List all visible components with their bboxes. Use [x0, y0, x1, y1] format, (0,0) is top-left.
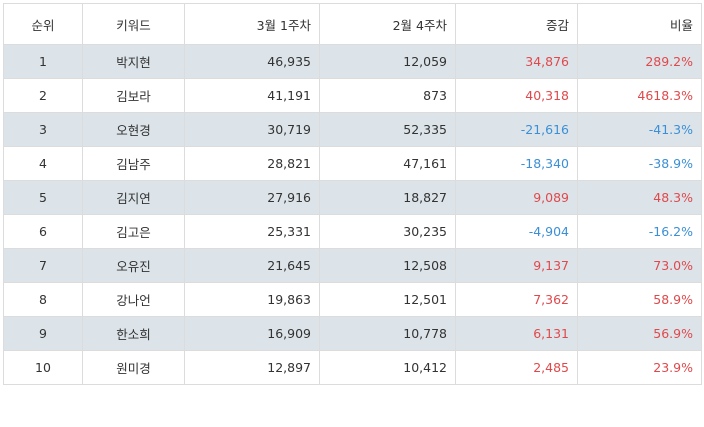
previous-week-cell: 12,059 [319, 44, 456, 79]
header-keyword: 키워드 [82, 3, 185, 45]
header-current-week: 3월 1주차 [184, 3, 320, 45]
ranking-table-container: 순위 키워드 3월 1주차 2월 4주차 증감 비율 1 박지현 46,935 12,… [3, 3, 702, 385]
keyword-cell: 오현경 [82, 112, 185, 147]
keyword-cell: 한소희 [82, 316, 185, 351]
current-week-cell: 19,863 [184, 282, 320, 317]
keyword-cell: 김고은 [82, 214, 185, 249]
previous-week-cell: 12,508 [319, 248, 456, 283]
keyword-cell: 오유진 [82, 248, 185, 283]
keyword-cell: 김보라 [82, 78, 185, 113]
previous-week-cell: 873 [319, 78, 456, 113]
previous-week-cell: 30,235 [319, 214, 456, 249]
current-week-cell: 16,909 [184, 316, 320, 351]
current-week-cell: 41,191 [184, 78, 320, 113]
ratio-cell: 56.9% [577, 316, 702, 351]
change-cell: 40,318 [455, 78, 578, 113]
change-cell: 9,089 [455, 180, 578, 215]
keyword-cell: 김남주 [82, 146, 185, 181]
rank-cell: 3 [3, 112, 83, 147]
ratio-cell: -41.3% [577, 112, 702, 147]
ratio-cell: 48.3% [577, 180, 702, 215]
ratio-cell: 289.2% [577, 44, 702, 79]
change-cell: -21,616 [455, 112, 578, 147]
current-week-cell: 28,821 [184, 146, 320, 181]
table-row: 6 김고은 25,331 30,235 -4,904 -16.2% [3, 214, 702, 249]
rank-cell: 8 [3, 282, 83, 317]
ratio-cell: 58.9% [577, 282, 702, 317]
header-previous-week: 2월 4주차 [319, 3, 456, 45]
table-row: 5 김지연 27,916 18,827 9,089 48.3% [3, 180, 702, 215]
rank-cell: 9 [3, 316, 83, 351]
previous-week-cell: 52,335 [319, 112, 456, 147]
table-row: 8 강나언 19,863 12,501 7,362 58.9% [3, 282, 702, 317]
rank-cell: 10 [3, 350, 83, 385]
keyword-cell: 강나언 [82, 282, 185, 317]
table-body: 1 박지현 46,935 12,059 34,876 289.2% 2 김보라 41,191 87… [3, 44, 702, 385]
table-row: 1 박지현 46,935 12,059 34,876 289.2% [3, 44, 702, 79]
ratio-cell: 4618.3% [577, 78, 702, 113]
current-week-cell: 30,719 [184, 112, 320, 147]
previous-week-cell: 10,778 [319, 316, 456, 351]
current-week-cell: 25,331 [184, 214, 320, 249]
keyword-cell: 김지연 [82, 180, 185, 215]
ratio-cell: 23.9% [577, 350, 702, 385]
table-row: 2 김보라 41,191 873 40,318 4618.3% [3, 78, 702, 113]
table-header-row: 순위 키워드 3월 1주차 2월 4주차 증감 비율 [3, 3, 702, 45]
current-week-cell: 46,935 [184, 44, 320, 79]
rank-cell: 2 [3, 78, 83, 113]
change-cell: 34,876 [455, 44, 578, 79]
header-rank: 순위 [3, 3, 83, 45]
rank-cell: 4 [3, 146, 83, 181]
change-cell: 9,137 [455, 248, 578, 283]
change-cell: -18,340 [455, 146, 578, 181]
table-row: 10 원미경 12,897 10,412 2,485 23.9% [3, 350, 702, 385]
current-week-cell: 21,645 [184, 248, 320, 283]
keyword-cell: 박지현 [82, 44, 185, 79]
rank-cell: 5 [3, 180, 83, 215]
keyword-ranking-table: 순위 키워드 3월 1주차 2월 4주차 증감 비율 1 박지현 46,935 12,… [3, 3, 702, 385]
rank-cell: 6 [3, 214, 83, 249]
table-row: 9 한소희 16,909 10,778 6,131 56.9% [3, 316, 702, 351]
previous-week-cell: 10,412 [319, 350, 456, 385]
previous-week-cell: 18,827 [319, 180, 456, 215]
table-row: 3 오현경 30,719 52,335 -21,616 -41.3% [3, 112, 702, 147]
ratio-cell: -16.2% [577, 214, 702, 249]
change-cell: 2,485 [455, 350, 578, 385]
previous-week-cell: 47,161 [319, 146, 456, 181]
current-week-cell: 12,897 [184, 350, 320, 385]
header-change: 증감 [455, 3, 578, 45]
current-week-cell: 27,916 [184, 180, 320, 215]
ratio-cell: 73.0% [577, 248, 702, 283]
change-cell: -4,904 [455, 214, 578, 249]
header-ratio: 비율 [577, 3, 702, 45]
previous-week-cell: 12,501 [319, 282, 456, 317]
change-cell: 6,131 [455, 316, 578, 351]
keyword-cell: 원미경 [82, 350, 185, 385]
ratio-cell: -38.9% [577, 146, 702, 181]
table-row: 4 김남주 28,821 47,161 -18,340 -38.9% [3, 146, 702, 181]
rank-cell: 1 [3, 44, 83, 79]
table-row: 7 오유진 21,645 12,508 9,137 73.0% [3, 248, 702, 283]
rank-cell: 7 [3, 248, 83, 283]
change-cell: 7,362 [455, 282, 578, 317]
